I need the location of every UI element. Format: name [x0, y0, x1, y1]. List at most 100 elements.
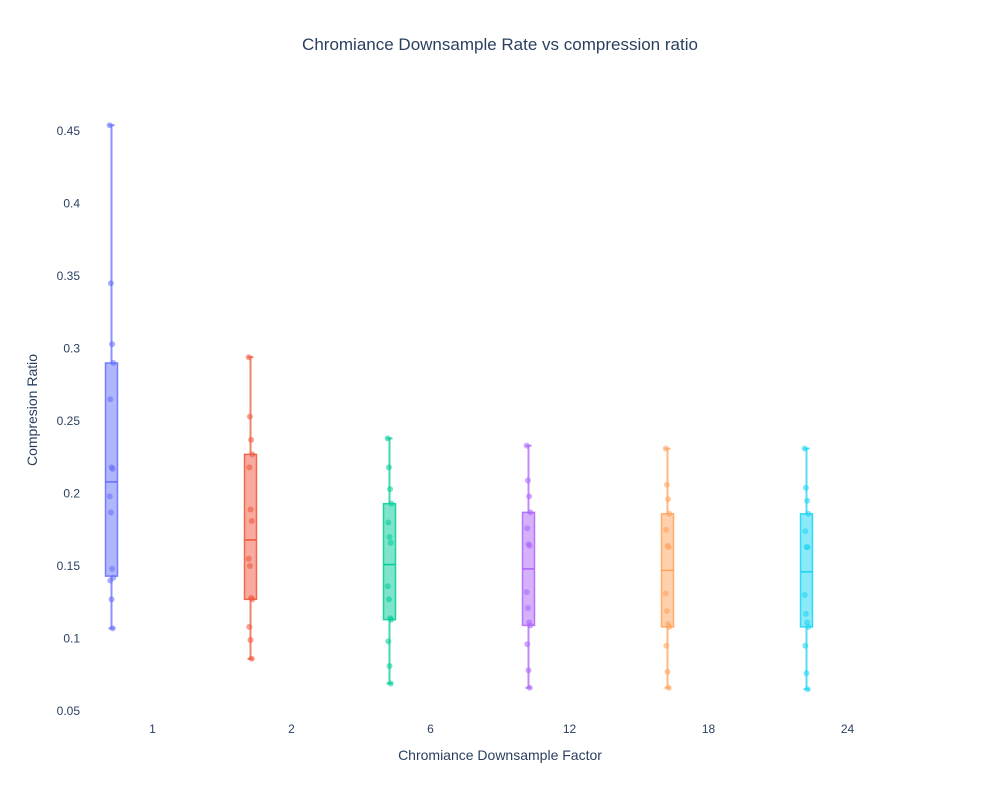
- box-series-18: [660, 445, 675, 691]
- data-point: [106, 493, 113, 500]
- data-point: [664, 668, 671, 675]
- data-point: [804, 544, 811, 551]
- data-point: [666, 623, 673, 630]
- data-point: [385, 596, 392, 603]
- data-point: [248, 655, 255, 662]
- data-point: [526, 542, 533, 549]
- data-point: [246, 464, 253, 471]
- data-point: [804, 497, 811, 504]
- y-tick-label: 0.3: [63, 342, 80, 356]
- data-point: [386, 663, 393, 670]
- data-point: [107, 577, 114, 584]
- data-point: [387, 486, 394, 493]
- data-point: [109, 341, 116, 348]
- y-tick-label: 0.35: [57, 269, 81, 283]
- data-point: [247, 636, 254, 643]
- x-tick-label: 24: [841, 722, 855, 736]
- box-series-12: [521, 442, 536, 691]
- data-point: [246, 623, 253, 630]
- data-point: [249, 596, 256, 603]
- data-point: [665, 544, 672, 551]
- data-point: [110, 360, 117, 366]
- data-point: [805, 623, 812, 630]
- data-point: [802, 484, 809, 491]
- data-point: [527, 622, 534, 629]
- data-point: [524, 477, 531, 484]
- x-tick-label: 12: [563, 722, 577, 736]
- data-point: [246, 413, 253, 420]
- data-point: [801, 592, 808, 598]
- data-point: [245, 555, 252, 562]
- y-tick-label: 0.15: [57, 559, 81, 573]
- x-tick-label: 6: [427, 722, 434, 736]
- data-point: [247, 506, 254, 513]
- data-point: [249, 451, 256, 458]
- data-point: [388, 500, 395, 507]
- data-point: [527, 509, 534, 516]
- data-point: [385, 464, 392, 471]
- data-point: [663, 642, 670, 649]
- data-point: [109, 625, 116, 632]
- data-point: [388, 616, 395, 623]
- y-tick-label: 0.05: [57, 704, 81, 718]
- x-tick-label: 1: [149, 722, 156, 736]
- data-point: [246, 563, 253, 569]
- box-series-24: [799, 445, 814, 693]
- data-point: [663, 526, 670, 533]
- data-point: [523, 442, 530, 449]
- data-point: [523, 589, 530, 596]
- chart-title: Chromiance Downsample Rate vs compressio…: [302, 35, 698, 54]
- data-point: [801, 445, 808, 452]
- x-tick-label: 2: [288, 722, 295, 736]
- box-series-1: [104, 122, 119, 632]
- data-point: [802, 610, 809, 617]
- data-point: [524, 641, 531, 648]
- data-point: [248, 436, 255, 443]
- data-point: [248, 518, 255, 525]
- data-point: [106, 122, 113, 129]
- data-point: [803, 670, 810, 677]
- data-point: [665, 684, 672, 691]
- data-point: [525, 667, 532, 674]
- data-point: [662, 590, 669, 597]
- x-tick-label: 18: [702, 722, 716, 736]
- data-point: [665, 496, 672, 503]
- data-point: [386, 534, 393, 540]
- y-tick-label: 0.2: [63, 487, 80, 501]
- y-tick-label: 0.45: [57, 124, 81, 138]
- box-series-group: [104, 122, 814, 693]
- data-point: [387, 539, 394, 546]
- y-tick-label: 0.4: [63, 197, 80, 211]
- y-axis-title: Compresion Ratio: [24, 354, 40, 466]
- data-point: [805, 510, 812, 517]
- data-point: [107, 509, 114, 516]
- y-tick-label: 0.25: [57, 414, 81, 428]
- data-point: [526, 684, 533, 691]
- box-iqr: [243, 453, 258, 601]
- data-point: [524, 525, 531, 532]
- data-point: [109, 465, 116, 472]
- y-axis-ticks: 0.05 0.1 0.15 0.2 0.25 0.3 0.35 0.4 0.45: [57, 124, 81, 718]
- data-point: [385, 519, 392, 526]
- box-series-6: [382, 435, 397, 687]
- data-point: [802, 642, 809, 649]
- y-tick-label: 0.1: [63, 632, 80, 646]
- data-point: [802, 528, 809, 535]
- data-point: [663, 481, 670, 488]
- data-point: [804, 686, 811, 693]
- box-series-2: [243, 354, 258, 662]
- data-point: [524, 605, 531, 612]
- data-point: [663, 607, 670, 614]
- data-point: [387, 680, 394, 687]
- data-point: [109, 565, 116, 572]
- x-axis-title: Chromiance Downsample Factor: [398, 747, 602, 763]
- data-point: [107, 396, 114, 403]
- data-point: [662, 445, 669, 452]
- data-point: [245, 354, 252, 361]
- data-point: [108, 596, 115, 603]
- data-point: [384, 435, 391, 442]
- data-point: [107, 280, 114, 287]
- data-point: [384, 583, 391, 590]
